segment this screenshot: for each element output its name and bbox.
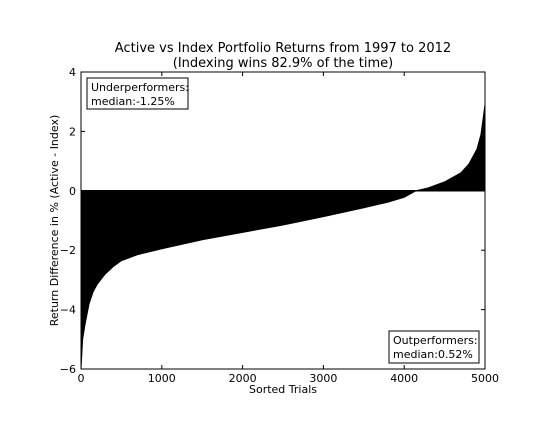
chart-subtitle: (Indexing wins 82.9% of the time): [173, 56, 394, 71]
annotation-outperformers-line2: median:0.52%: [393, 348, 473, 361]
y-tick-label: −2: [60, 244, 76, 257]
annotation-underperformers-box: [86, 77, 189, 110]
x-tick-label: 0: [78, 372, 85, 385]
annotation-underperformers: Underperformers: median:-1.25%: [86, 77, 189, 110]
plot-frame: [80, 71, 486, 370]
area-series: [80, 104, 486, 370]
x-ticks: 0 1000 2000 3000 4000 5000: [78, 72, 499, 385]
y-tick-label: 2: [69, 125, 76, 138]
annotation-outperformers: Outperformers: median:0.52%: [388, 330, 480, 364]
y-tick-label: 4: [69, 66, 76, 79]
annotation-outperformers-box: [388, 330, 480, 364]
x-tick-label: 3000: [309, 372, 337, 385]
annotation-outperformers-line1: Outperformers:: [393, 334, 478, 347]
x-tick-label: 5000: [471, 372, 499, 385]
y-tick-label: −6: [60, 363, 76, 376]
annotation-underperformers-line2: median:-1.25%: [91, 95, 175, 108]
x-axis-label: Sorted Trials: [249, 383, 317, 396]
y-tick-label: −4: [60, 304, 76, 317]
chart-title: Active vs Index Portfolio Returns from 1…: [115, 41, 451, 56]
y-tick-label: 0: [69, 185, 76, 198]
annotation-underperformers-line1: Underperformers:: [91, 81, 189, 94]
x-tick-label: 2000: [229, 372, 257, 385]
x-tick-label: 4000: [390, 372, 418, 385]
y-axis-label: Return Difference in % (Active - Index): [48, 115, 61, 327]
x-tick-label: 1000: [148, 372, 176, 385]
